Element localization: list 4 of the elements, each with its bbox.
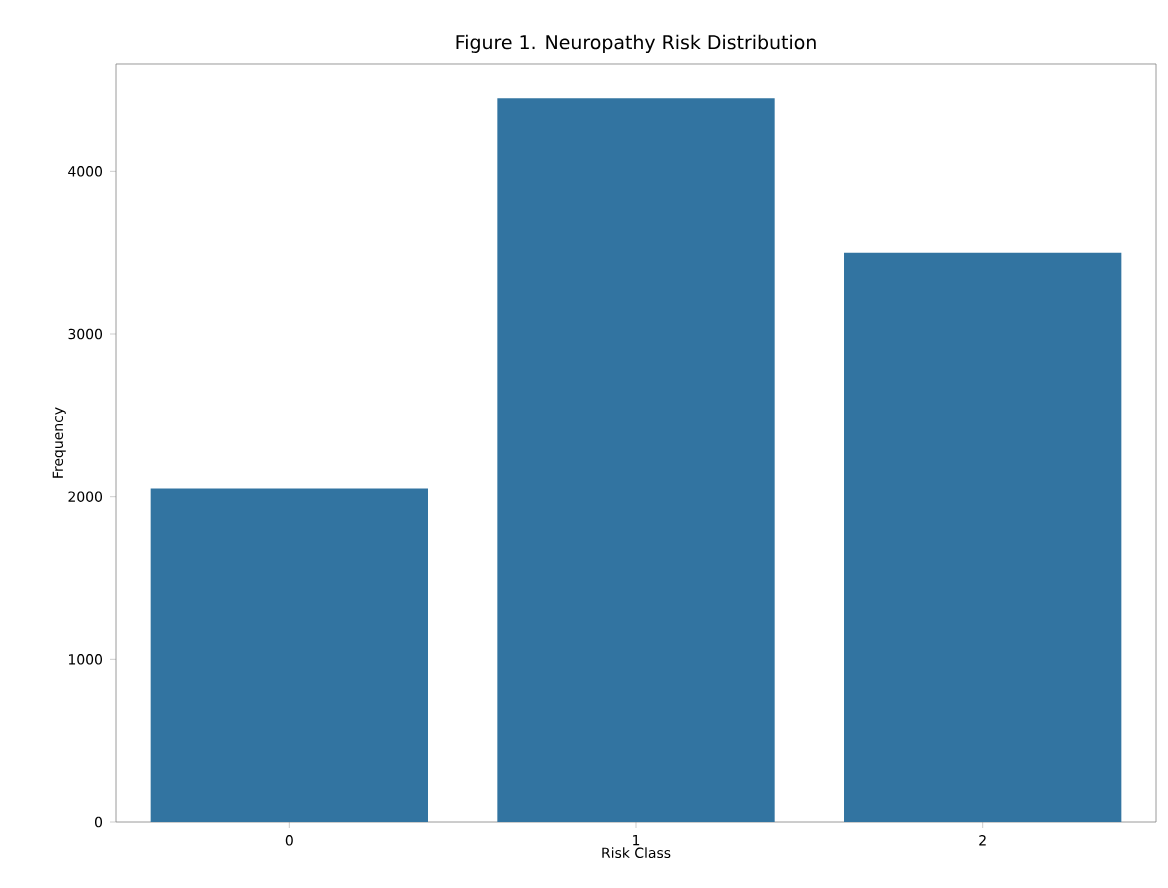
bar bbox=[150, 488, 428, 822]
chart-title: Figure 1. Neuropathy Risk Distribution bbox=[456, 34, 816, 53]
bar bbox=[497, 98, 775, 822]
bar bbox=[844, 252, 1122, 822]
